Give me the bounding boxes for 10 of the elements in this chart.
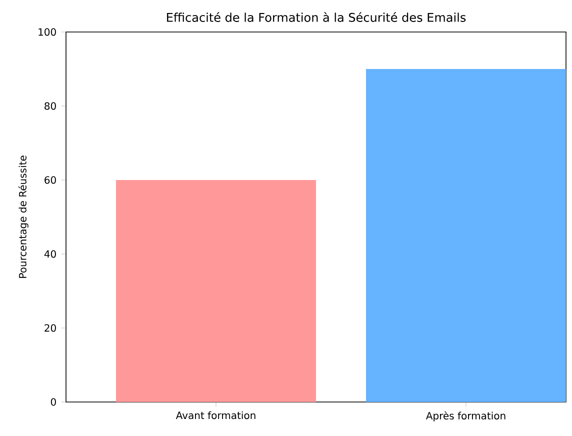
chart-title: Efficacité de la Formation à la Sécurité des Emails xyxy=(167,12,466,22)
y-tick-label: 100 xyxy=(38,28,56,36)
y-tick-label: 0 xyxy=(50,398,56,406)
y-tick-label: 40 xyxy=(44,250,56,258)
x-tick-label: Avant formation xyxy=(176,411,256,420)
y-axis-title: Pourcentage de Réussite xyxy=(18,156,28,278)
y-tick-label: 20 xyxy=(44,324,56,332)
y-tick-label: 80 xyxy=(44,102,56,110)
y-tick-label: 60 xyxy=(44,176,56,184)
x-tick-label: Après formation xyxy=(426,411,506,422)
